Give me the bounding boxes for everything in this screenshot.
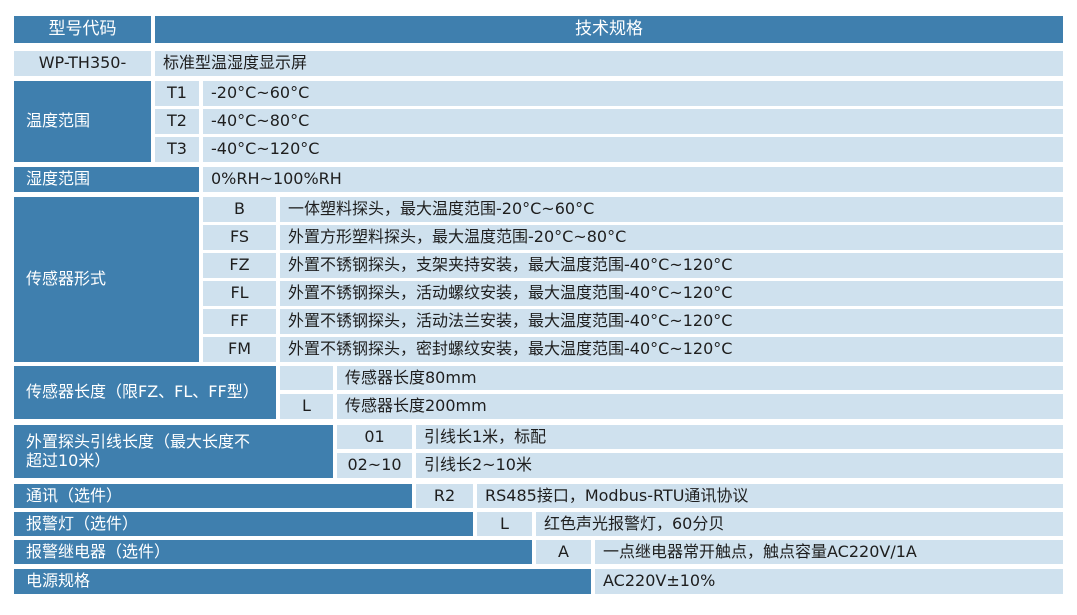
sensor-code-fz: FZ [203, 253, 276, 278]
sensor-length-code-l: L [280, 394, 333, 419]
sensor-length-label: 传感器长度（限FZ、FL、FF型） [14, 366, 276, 419]
sensor-length-code-default [280, 366, 333, 390]
alarm-light-desc: 红色声光报警灯，60分贝 [536, 512, 1063, 536]
cable-length-label: 外置探头引线长度（最大长度不超过10米） [14, 425, 333, 478]
sensor-code-fm: FM [203, 337, 276, 362]
communication-desc: RS485接口，Modbus-RTU通讯协议 [477, 484, 1063, 508]
communication-label: 通讯（选件） [14, 484, 412, 508]
temp-desc-t3: -40°C~120°C [203, 137, 1063, 162]
temp-code-t2: T2 [155, 109, 199, 134]
sensor-desc-fm: 外置不锈钢探头，密封螺纹安装，最大温度范围-40°C~120°C [280, 337, 1063, 362]
cable-desc-01: 引线长1米，标配 [416, 425, 1063, 449]
temp-range-label: 温度范围 [14, 81, 151, 162]
power-desc: AC220V±10% [595, 569, 1063, 594]
alarm-light-label: 报警灯（选件） [14, 512, 473, 536]
alarm-relay-code: A [536, 540, 591, 564]
sensor-desc-ff: 外置不锈钢探头，活动法兰安装，最大温度范围-40°C~120°C [280, 309, 1063, 334]
cable-desc-02-10: 引线长2~10米 [416, 453, 1063, 478]
communication-code: R2 [416, 484, 473, 508]
sensor-length-desc-l: 传感器长度200mm [337, 394, 1063, 419]
header-tech-spec: 技术规格 [155, 16, 1063, 43]
model-code: WP-TH350- [14, 51, 151, 76]
cable-code-01: 01 [337, 425, 412, 449]
sensor-length-desc-default: 传感器长度80mm [337, 366, 1063, 390]
temp-desc-t1: -20°C~60°C [203, 81, 1063, 106]
sensor-desc-fs: 外置方形塑料探头，最大温度范围-20°C~80°C [280, 225, 1063, 250]
sensor-form-label: 传感器形式 [14, 197, 199, 362]
header-model-code: 型号代码 [14, 16, 151, 43]
sensor-code-ff: FF [203, 309, 276, 334]
alarm-relay-desc: 一点继电器常开触点，触点容量AC220V/1A [595, 540, 1063, 564]
temp-code-t3: T3 [155, 137, 199, 162]
temp-code-t1: T1 [155, 81, 199, 106]
sensor-code-fl: FL [203, 281, 276, 306]
cable-code-02-10: 02~10 [337, 453, 412, 478]
sensor-desc-b: 一体塑料探头，最大温度范围-20°C~60°C [280, 197, 1063, 222]
power-label: 电源规格 [14, 569, 591, 594]
alarm-relay-label: 报警继电器（选件） [14, 540, 532, 564]
humidity-range-desc: 0%RH~100%RH [203, 167, 1063, 192]
model-desc: 标准型温湿度显示屏 [155, 51, 1063, 76]
sensor-code-fs: FS [203, 225, 276, 250]
humidity-range-label: 湿度范围 [14, 167, 199, 192]
sensor-desc-fl: 外置不锈钢探头，活动螺纹安装，最大温度范围-40°C~120°C [280, 281, 1063, 306]
temp-desc-t2: -40°C~80°C [203, 109, 1063, 134]
sensor-desc-fz: 外置不锈钢探头，支架夹持安装，最大温度范围-40°C~120°C [280, 253, 1063, 278]
sensor-code-b: B [203, 197, 276, 222]
alarm-light-code: L [477, 512, 532, 536]
